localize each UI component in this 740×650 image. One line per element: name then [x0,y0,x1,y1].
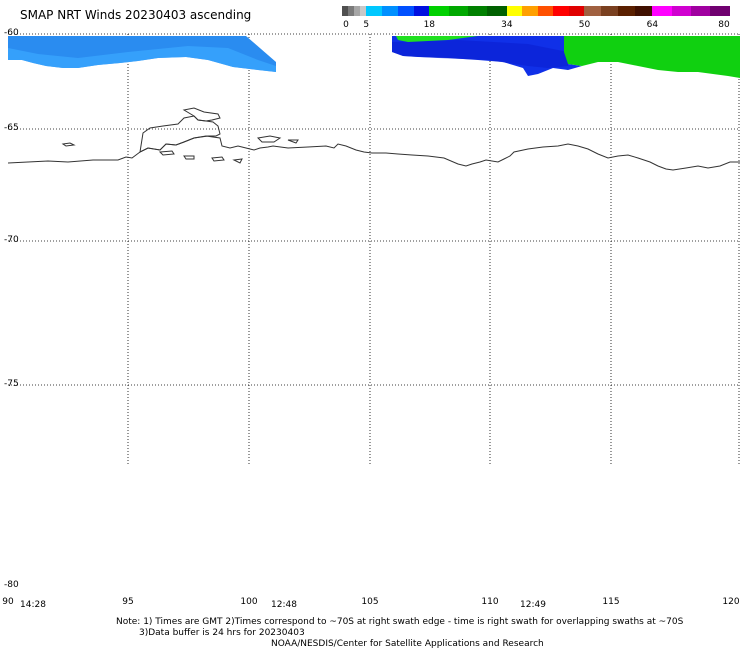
grid-lines [8,33,740,464]
lat-label: -75 [4,379,19,389]
colorbar-swatch [522,6,538,16]
wind-swath-right-blue2 [392,40,568,68]
colorbar-swatch [537,6,554,16]
colorbar-tick-label: 50 [578,20,591,30]
wind-swath-right-green [564,36,740,78]
colorbar-swatch [506,6,523,16]
swath-time: 14:28 [20,600,46,610]
colorbar-swatch [584,6,602,16]
lat-label: -65 [4,123,19,133]
colorbar-tick-label: 0 [343,20,349,30]
colorbar-swatch [360,6,367,16]
colorbar-swatch [635,6,653,16]
footnotes: Note: 1) Times are GMT 2)Times correspon… [116,617,683,650]
colorbar-swatch [348,6,355,16]
wind-swath-right-green-top [396,36,478,42]
swath-time: 12:48 [271,600,297,610]
colorbar-swatch [601,6,619,16]
colorbar-swatch [382,6,398,16]
note-line-3: NOAA/NESDIS/Center for Satellite Applica… [271,639,544,649]
wind-speed-colorbar [342,6,730,16]
colorbar-swatch [397,6,414,16]
colorbar-swatch [652,6,672,16]
colorbar-swatch [671,6,692,16]
colorbar-swatch [468,6,488,16]
lat-label: -70 [4,235,19,245]
colorbar-swatch [553,6,569,16]
lon-label: 110 [481,597,499,607]
note-line-2: 3)Data buffer is 24 hrs for 20230403 [139,628,305,638]
colorbar-swatch [691,6,711,16]
colorbar-swatch [487,6,507,16]
colorbar-swatch [342,6,349,16]
colorbar-swatch [366,6,382,16]
lon-label: 90 [2,597,14,607]
colorbar-tick-label: 64 [646,20,659,30]
colorbar-swatch [448,6,469,16]
colorbar-tick-label: 80 [718,20,730,30]
colorbar-swatch [429,6,449,16]
coastline [8,107,740,171]
lon-label: 115 [602,597,620,607]
swath-time: 12:49 [520,600,546,610]
colorbar-swatch [413,6,430,16]
colorbar-swatch [354,6,361,16]
colorbar-swatch [710,6,730,16]
lat-label: -60 [4,28,19,38]
colorbar-labels: 0 5 18 34 50 64 80 [342,20,730,32]
note-line-1: Note: 1) Times are GMT 2)Times correspon… [116,617,684,627]
lon-label: 95 [122,597,134,607]
lon-label: 100 [240,597,258,607]
colorbar-tick-label: 18 [423,20,436,30]
wind-map [8,33,740,464]
colorbar-tick-label: 34 [501,20,513,30]
lon-label: 120 [722,597,740,607]
colorbar-swatch [568,6,585,16]
colorbar-tick-label: 5 [363,20,370,30]
lon-label: 105 [361,597,379,607]
map-title: SMAP NRT Winds 20230403 ascending [20,8,252,22]
colorbar-swatch [618,6,636,16]
wind-swath-left-light [8,46,276,72]
lat-label: -80 [4,580,19,590]
